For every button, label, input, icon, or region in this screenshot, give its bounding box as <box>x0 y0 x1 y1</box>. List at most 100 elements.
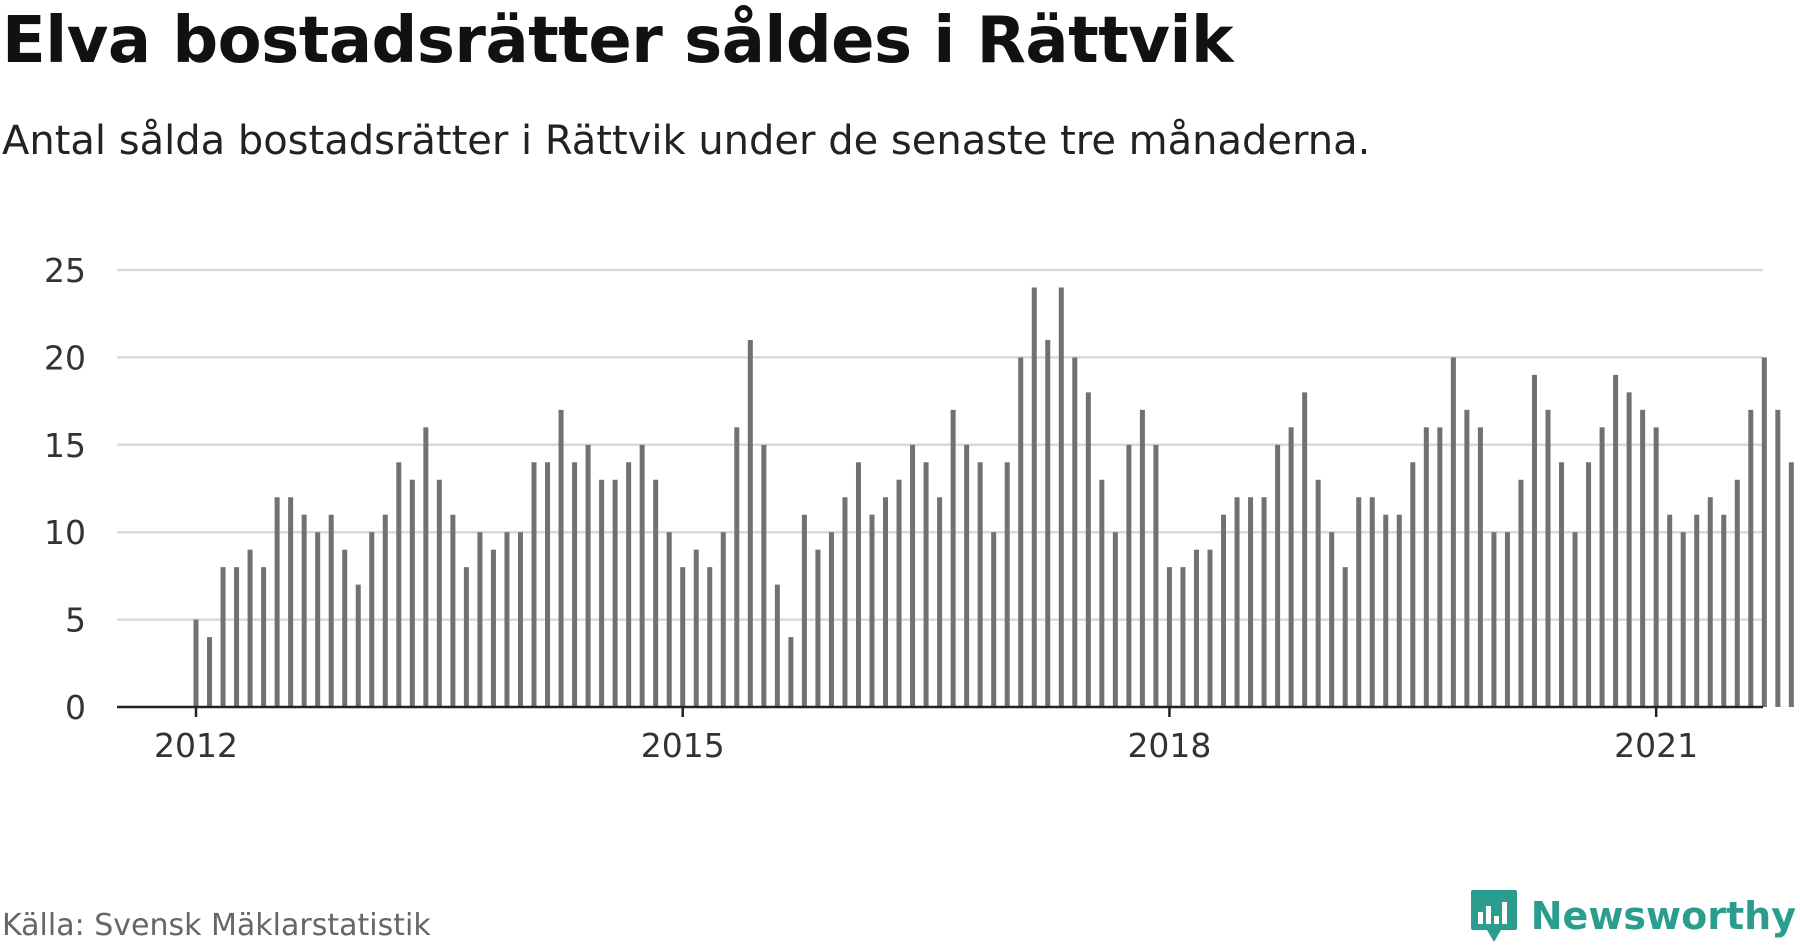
bar <box>207 637 213 707</box>
bar <box>1018 357 1024 707</box>
bar <box>517 532 523 707</box>
bar <box>1572 532 1578 707</box>
bar <box>1234 497 1240 707</box>
bar <box>801 514 807 707</box>
bar <box>693 549 699 707</box>
bar <box>423 427 429 707</box>
bar <box>1207 549 1213 707</box>
bar <box>1707 497 1713 707</box>
bar <box>950 409 956 707</box>
bar <box>1761 357 1767 707</box>
bar <box>315 532 321 707</box>
bar <box>1653 427 1659 707</box>
bar <box>463 567 469 707</box>
bar <box>1586 462 1592 707</box>
bar <box>815 549 821 707</box>
y-tick-label: 15 <box>44 426 86 465</box>
bar <box>247 549 253 707</box>
bar <box>1613 374 1619 707</box>
bar <box>842 497 848 707</box>
bar <box>1410 462 1416 707</box>
bar <box>558 409 564 707</box>
bar <box>1545 409 1551 707</box>
bar <box>1667 514 1673 707</box>
x-axis-labels: 20122015201820212023 <box>154 726 1698 765</box>
bar <box>937 497 943 707</box>
bar <box>707 567 713 707</box>
bar <box>1193 549 1199 707</box>
bar <box>720 532 726 707</box>
y-axis-labels: 0 5 10 15 20 25 <box>44 251 86 727</box>
bar <box>639 444 645 707</box>
bar <box>477 532 483 707</box>
bar <box>1153 444 1159 707</box>
bar <box>653 479 659 707</box>
bars <box>193 287 1794 707</box>
bar <box>612 479 618 707</box>
bar <box>1085 392 1091 707</box>
bar <box>1518 479 1524 707</box>
y-tick-label: 0 <box>65 688 86 727</box>
bar <box>774 584 780 707</box>
bar <box>1166 567 1172 707</box>
bar <box>301 514 307 707</box>
bar <box>828 532 834 707</box>
brand-name: Newsworthy <box>1530 894 1796 938</box>
chart-subtitle: Antal sålda bostadsrätter i Rättvik unde… <box>2 118 1371 164</box>
bar <box>1599 427 1605 707</box>
bar <box>1640 409 1646 707</box>
bar <box>747 339 753 707</box>
bar <box>680 567 686 707</box>
bar <box>1031 287 1037 707</box>
bar <box>504 532 510 707</box>
bar <box>1734 479 1740 707</box>
x-tick-label: 2012 <box>154 726 238 765</box>
bar <box>531 462 537 707</box>
bar <box>1788 462 1794 707</box>
bar <box>1004 462 1010 707</box>
bar <box>788 637 794 707</box>
bar <box>666 532 672 707</box>
x-axis <box>117 705 1763 717</box>
bar <box>234 567 240 707</box>
bar <box>585 444 591 707</box>
bar <box>896 479 902 707</box>
bar <box>1058 287 1064 707</box>
bar <box>1112 532 1118 707</box>
bar <box>436 479 442 707</box>
bar <box>1139 409 1145 707</box>
bar <box>964 444 970 707</box>
x-tick-label: 2015 <box>641 726 725 765</box>
bar <box>1072 357 1078 707</box>
bar <box>626 462 632 707</box>
bar <box>1464 409 1470 707</box>
bar <box>396 462 402 707</box>
bar <box>1450 357 1456 707</box>
bar <box>1491 532 1497 707</box>
bar <box>1126 444 1132 707</box>
bar <box>1099 479 1105 707</box>
x-tick-label: 2021 <box>1614 726 1698 765</box>
bar <box>261 567 267 707</box>
y-tick-label: 5 <box>65 601 86 640</box>
bar <box>1721 514 1727 707</box>
bar <box>910 444 916 707</box>
bar <box>369 532 375 707</box>
bar <box>1329 532 1335 707</box>
x-tick-label: 2018 <box>1127 726 1211 765</box>
bar <box>599 479 605 707</box>
y-tick-label: 10 <box>44 513 86 552</box>
bar <box>923 462 929 707</box>
bar <box>1315 479 1321 707</box>
bar <box>1694 514 1700 707</box>
chart-title: Elva bostadsrätter såldes i Rättvik <box>2 4 1234 78</box>
bar <box>1748 409 1754 707</box>
bar <box>991 532 997 707</box>
bar <box>1288 427 1294 707</box>
bar <box>1356 497 1362 707</box>
bar <box>193 619 199 707</box>
bar <box>1477 427 1483 707</box>
bar <box>545 462 551 707</box>
bar <box>855 462 861 707</box>
